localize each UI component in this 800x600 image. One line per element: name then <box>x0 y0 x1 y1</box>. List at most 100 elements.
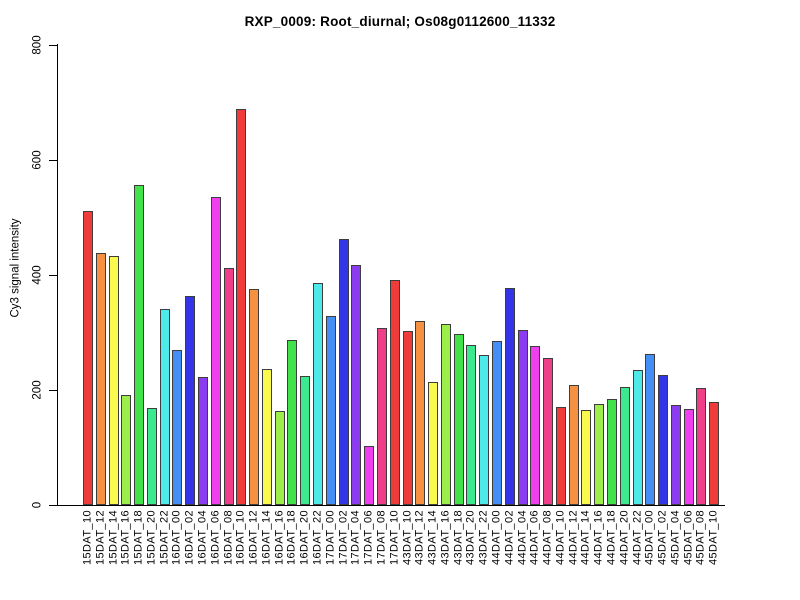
bar <box>96 253 106 505</box>
x-tick-label: 15DAT_20 <box>145 510 158 565</box>
x-tick-label: 43DAT_12 <box>413 510 426 565</box>
y-axis-tick <box>49 160 57 161</box>
bar <box>671 405 681 505</box>
bar <box>134 185 144 505</box>
y-axis-tick <box>49 390 57 391</box>
bar <box>172 350 182 505</box>
x-tick-label: 45DAT_00 <box>643 510 656 565</box>
bar <box>83 211 93 505</box>
x-tick-label: 16DAT_04 <box>196 510 209 565</box>
y-tick-label: 200 <box>31 380 44 400</box>
y-tick-label: 0 <box>31 501 44 509</box>
bar <box>160 309 170 505</box>
x-tick-label: 44DAT_16 <box>592 510 605 565</box>
x-tick-label: 17DAT_04 <box>349 510 362 565</box>
bar <box>415 321 425 505</box>
bar <box>121 395 131 505</box>
chart-title: RXP_0009: Root_diurnal; Os08g0112600_113… <box>244 14 556 29</box>
x-tick-label: 15DAT_16 <box>119 510 132 565</box>
bar <box>709 402 719 505</box>
bar <box>390 280 400 505</box>
x-tick-label: 15DAT_10 <box>81 510 94 565</box>
bar <box>198 377 208 505</box>
bar <box>441 324 451 505</box>
x-tick-label: 16DAT_08 <box>222 510 235 565</box>
bar <box>224 268 234 505</box>
bar <box>479 355 489 505</box>
x-tick-label: 44DAT_20 <box>618 510 631 565</box>
x-tick-label: 44DAT_00 <box>490 510 503 565</box>
bar <box>594 404 604 505</box>
bar <box>287 340 297 505</box>
x-tick-label: 43DAT_10 <box>401 510 414 565</box>
bar <box>607 399 617 505</box>
y-axis-tick <box>49 45 57 46</box>
x-tick-label: 45DAT_10 <box>707 510 720 565</box>
bar <box>211 197 221 505</box>
bar <box>377 328 387 505</box>
bar <box>236 109 246 505</box>
bar <box>492 341 502 505</box>
bar <box>364 446 374 505</box>
x-tick-label: 16DAT_18 <box>285 510 298 565</box>
x-tick-label: 17DAT_06 <box>362 510 375 565</box>
bar <box>543 358 553 505</box>
x-tick-label: 16DAT_00 <box>170 510 183 565</box>
x-tick-label: 43DAT_20 <box>464 510 477 565</box>
bar <box>326 316 336 505</box>
x-tick-label: 17DAT_10 <box>388 510 401 565</box>
x-tick-label: 17DAT_00 <box>324 510 337 565</box>
bar <box>633 370 643 505</box>
bar <box>300 376 310 505</box>
bar <box>466 345 476 505</box>
x-tick-label: 17DAT_02 <box>337 510 350 565</box>
bar <box>428 382 438 505</box>
bar <box>645 354 655 505</box>
x-tick-label: 44DAT_04 <box>516 510 529 565</box>
bar <box>275 411 285 505</box>
x-tick-label: 15DAT_18 <box>132 510 145 565</box>
bar <box>684 409 694 505</box>
y-tick-label: 800 <box>31 35 44 55</box>
x-tick-label: 44DAT_12 <box>567 510 580 565</box>
x-tick-label: 44DAT_14 <box>579 510 592 565</box>
x-tick-label: 43DAT_22 <box>477 510 490 565</box>
y-tick-label: 400 <box>31 265 44 285</box>
bar <box>530 346 540 505</box>
x-tick-label: 44DAT_22 <box>631 510 644 565</box>
x-axis-line <box>57 505 725 506</box>
bar <box>313 283 323 505</box>
bar <box>696 388 706 505</box>
x-tick-label: 16DAT_12 <box>247 510 260 565</box>
x-tick-label: 16DAT_16 <box>273 510 286 565</box>
bar <box>351 265 361 505</box>
bar <box>185 296 195 505</box>
bar <box>262 369 272 505</box>
y-axis-title: Cy3 signal intensity <box>9 218 22 318</box>
x-tick-label: 16DAT_22 <box>311 510 324 565</box>
bar <box>581 410 591 505</box>
x-tick-label: 45DAT_08 <box>694 510 707 565</box>
x-tick-label: 43DAT_16 <box>439 510 452 565</box>
x-tick-label: 16DAT_06 <box>209 510 222 565</box>
x-tick-label: 16DAT_10 <box>234 510 247 565</box>
bar <box>658 375 668 505</box>
bar <box>454 334 464 505</box>
y-axis-tick <box>49 505 57 506</box>
bar <box>569 385 579 505</box>
x-tick-label: 44DAT_02 <box>503 510 516 565</box>
bar <box>518 330 528 505</box>
x-tick-label: 17DAT_08 <box>375 510 388 565</box>
x-tick-label: 15DAT_12 <box>94 510 107 565</box>
x-tick-label: 45DAT_06 <box>682 510 695 565</box>
bar <box>556 407 566 505</box>
x-tick-label: 16DAT_14 <box>260 510 273 565</box>
x-tick-label: 15DAT_14 <box>107 510 120 565</box>
x-tick-label: 44DAT_10 <box>554 510 567 565</box>
x-tick-label: 45DAT_02 <box>656 510 669 565</box>
y-axis-tick <box>49 275 57 276</box>
y-axis-line <box>57 44 58 506</box>
x-tick-label: 15DAT_22 <box>158 510 171 565</box>
x-tick-label: 44DAT_06 <box>528 510 541 565</box>
